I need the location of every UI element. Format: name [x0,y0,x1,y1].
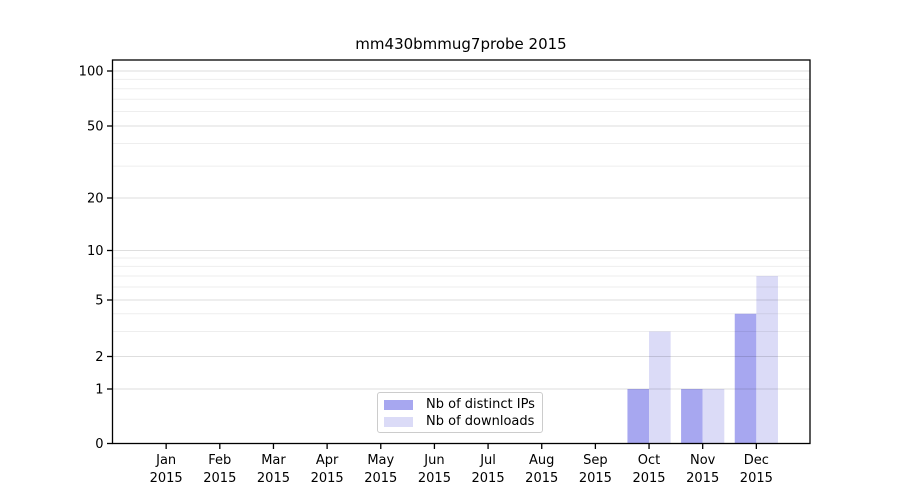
x-axis-tick-label-month: Dec [744,453,769,468]
legend-item-distinct-ips: Nb of distinct IPs [384,396,542,413]
x-axis-tick-label-month: Nov [690,453,716,468]
y-axis-tick-label: 100 [79,65,104,80]
x-axis-tick-label-month: May [367,453,394,468]
y-axis-tick-label: 5 [95,294,103,309]
bar-downloads-dec [756,275,778,444]
bar-distinct-ips-dec [734,313,757,444]
y-axis-tick-label: 0 [95,437,103,452]
legend-label-distinct-ips: Nb of distinct IPs [426,397,535,412]
chart-title: mm430bmmug7probe 2015 [355,35,567,53]
x-axis-tick-label-month: Sep [583,453,608,468]
bar-downloads-oct [649,331,671,444]
bar-distinct-ips-nov [681,389,703,444]
x-axis-tick-label-month: Oct [638,453,660,468]
x-axis-tick-label-year: 2015 [632,471,665,486]
y-axis-tick-label: 2 [95,350,103,365]
x-axis-tick-label-year: 2015 [579,471,612,486]
legend: Nb of distinct IPs Nb of downloads [377,392,543,433]
plot-border [111,59,811,445]
x-axis-tick-label-year: 2015 [203,471,236,486]
x-axis-tick-label-month: Feb [208,453,231,468]
x-axis-tick-label-year: 2015 [311,471,344,486]
legend-item-downloads: Nb of downloads [384,413,542,430]
x-axis-tick-label-month: Jan [155,453,176,468]
bar-distinct-ips-oct [627,389,650,444]
legend-swatch-downloads [384,416,413,427]
y-axis-tick-label: 1 [95,383,103,398]
x-axis-tick-label-month: Jun [423,453,444,468]
x-axis-tick-label-year: 2015 [472,471,505,486]
x-axis-tick-label-year: 2015 [740,471,773,486]
legend-swatch-distinct-ips [384,399,413,410]
x-axis-tick-label-year: 2015 [418,471,451,486]
x-axis-tick-label-year: 2015 [686,471,719,486]
y-axis-tick-label: 10 [87,244,104,259]
x-axis-tick-label-month: Jul [479,453,496,468]
x-axis-tick-label-year: 2015 [525,471,558,486]
y-axis-tick-label: 20 [87,192,104,207]
y-axis-tick-label: 50 [87,120,104,135]
legend-label-downloads: Nb of downloads [426,414,535,429]
x-axis-tick-label-month: Mar [261,453,286,468]
x-axis-tick-label-year: 2015 [150,471,183,486]
bar-downloads-nov [702,389,725,444]
x-axis-tick-label-month: Apr [316,453,339,468]
x-axis-tick-label-year: 2015 [364,471,397,486]
x-axis-tick-label-month: Aug [529,453,554,468]
x-axis-tick-label-year: 2015 [257,471,290,486]
